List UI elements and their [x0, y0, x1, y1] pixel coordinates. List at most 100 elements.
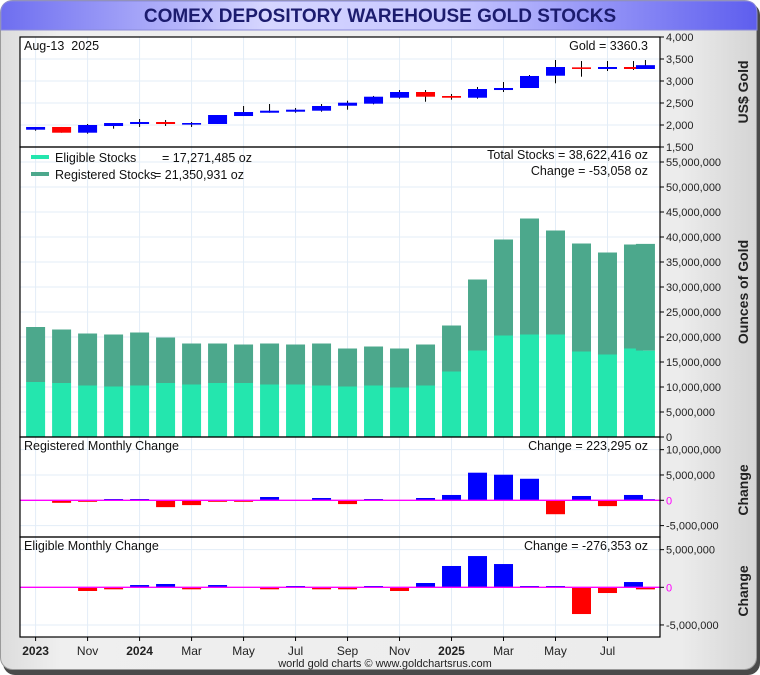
xtick-label: 2023: [22, 644, 49, 658]
registered-change-bar: [338, 500, 358, 505]
ytick-label: 3,500: [666, 54, 694, 66]
legend-item-registered: Registered Stocks = 21,350,931 oz: [31, 168, 244, 182]
eligible-stocks-bar: [52, 383, 72, 437]
eligible-stocks-bar: [390, 387, 410, 437]
xtick-label: Sep: [337, 644, 359, 658]
eligible-change-bar: [208, 585, 228, 588]
eligible-change-bar: [338, 587, 358, 590]
eligible-stocks-bar: [130, 385, 150, 437]
eligible-stocks-bar: [416, 385, 436, 437]
candle-body: [468, 89, 488, 98]
chart-title: COMEX DEPOSITORY WAREHOUSE GOLD STOCKS: [144, 6, 616, 27]
total-stocks-label: Total Stocks = 38,622,416 oz: [487, 148, 648, 162]
candle-body: [234, 112, 254, 117]
ytick-label: 5,000,000: [666, 407, 715, 419]
eligible-stocks-bar: [635, 350, 655, 437]
ytick-label: 55,000,000: [666, 157, 721, 169]
ytick-label: 5,000,000: [666, 545, 715, 557]
ytick-label: 25,000,000: [666, 307, 721, 319]
eligible-stocks-bar: [545, 334, 565, 437]
registered-stocks-bar: [364, 346, 384, 386]
gold-price-label: Gold = 3360.3: [569, 39, 648, 53]
registered-change-bar: [468, 472, 488, 501]
registered-change-bar: [571, 495, 591, 501]
title-bar: [0, 0, 758, 31]
candle-body: [208, 115, 228, 124]
registered-change-label: Change = 223,295 oz: [528, 439, 648, 453]
registered-change-bar: [545, 500, 565, 515]
registered-change-bar: [597, 500, 617, 507]
eligible-change-bar: [442, 565, 462, 588]
registered-change-bar: [494, 474, 514, 501]
candle-body: [635, 65, 655, 69]
stocks-legend: Eligible Stocks = 17,271,485 oz Register…: [31, 151, 252, 182]
eligible-change-bar: [494, 564, 514, 588]
registered-stocks-bar: [545, 230, 565, 335]
ytick-label: 10,000,000: [666, 382, 721, 394]
eligible-change-bar: [468, 556, 488, 588]
candle-body: [78, 125, 98, 133]
registered-stocks-bar: [442, 325, 462, 372]
candle-body: [442, 96, 462, 98]
candle-body: [286, 109, 306, 112]
registered-stocks-bar: [286, 344, 306, 385]
registered-stocks-bar: [156, 337, 176, 383]
eligible-change-bar: [390, 587, 410, 591]
gold-axis-title: US$ Gold: [735, 60, 751, 123]
ytick-label: 45,000,000: [666, 207, 721, 219]
eligible-stocks-bar: [338, 386, 358, 437]
eligible-change-bar: [623, 582, 643, 588]
registered-change-bar: [442, 494, 462, 501]
registered-stocks-bar: [312, 343, 332, 386]
eligible-change-bar: [130, 585, 150, 588]
candle-body: [26, 126, 46, 130]
gold-panel: [20, 37, 660, 147]
eligible-change-bar: [182, 587, 202, 590]
candle-body: [520, 75, 540, 88]
legend-swatch-eligible: [31, 155, 49, 159]
registered-stocks-bar: [78, 333, 98, 386]
xtick-label: Nov: [389, 644, 410, 658]
registered-change-bar: [156, 500, 176, 508]
registered-stocks-bar: [390, 348, 410, 388]
eligible-change-bar: [260, 587, 280, 590]
eligible-change-bar: [635, 587, 655, 590]
candle-body: [571, 67, 591, 69]
ytick-label: 50,000,000: [666, 182, 721, 194]
eligible-stocks-bar: [520, 334, 540, 437]
candle-body: [494, 87, 514, 91]
registered-change-bar: [208, 500, 228, 502]
ytick-label: 3,000: [666, 76, 694, 88]
eligible-stocks-bar: [364, 385, 384, 437]
registered-stocks-bar: [52, 329, 72, 383]
eligible-stocks-bar: [571, 351, 591, 437]
registered-stocks-bar: [571, 243, 591, 352]
registered-stocks-bar: [520, 218, 540, 335]
candle-body: [364, 96, 384, 104]
legend-label-eligible: Eligible Stocks: [55, 151, 136, 165]
candle-body: [597, 67, 617, 69]
eligible-stocks-bar: [442, 371, 462, 437]
candle-body: [390, 92, 410, 98]
registered-stocks-bar: [468, 279, 488, 351]
registered-change-panel: [20, 437, 660, 537]
registered-stocks-bar: [234, 344, 254, 383]
registered-stocks-bar: [104, 334, 124, 387]
ytick-label: 0: [666, 432, 672, 444]
ytick-label: 10,000,000: [666, 445, 721, 457]
registered-change-bar: [182, 500, 202, 506]
legend-item-eligible: Eligible Stocks = 17,271,485 oz: [31, 151, 252, 165]
eligible-stocks-bar: [208, 383, 228, 437]
registered-change-bar: [234, 500, 254, 502]
eligible-stocks-bar: [494, 335, 514, 437]
ytick-label: -5,000,000: [666, 620, 719, 632]
registered-stocks-bar: [26, 327, 46, 382]
candle-body: [260, 110, 280, 113]
eligible-stocks-bar: [104, 386, 124, 437]
registered-change-bar: [52, 500, 72, 503]
ytick-label: 4,000: [666, 32, 694, 44]
ytick-label: 15,000,000: [666, 357, 721, 369]
eligible-stocks-bar: [286, 384, 306, 437]
eligible-stocks-bar: [182, 384, 202, 437]
